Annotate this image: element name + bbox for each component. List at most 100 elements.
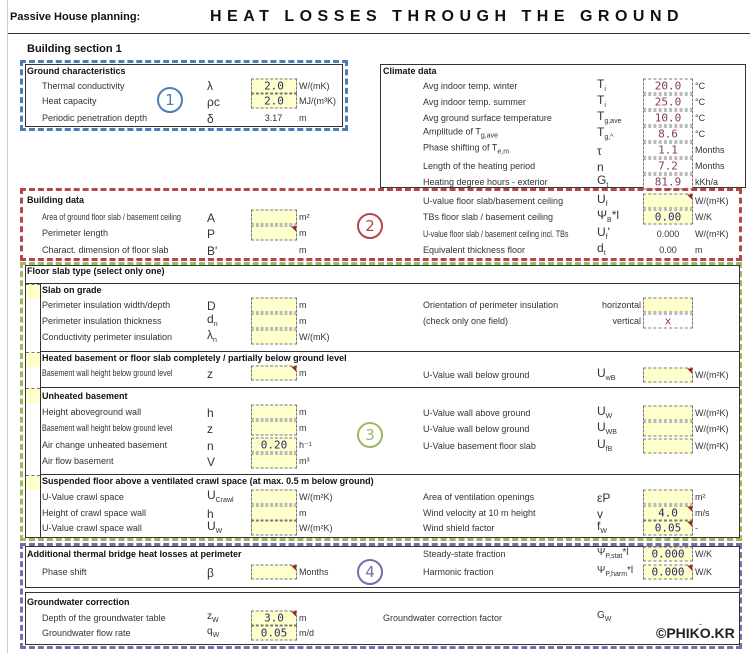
- building-highlight: [20, 188, 742, 261]
- thermal-conductivity-input[interactable]: 2.0: [251, 78, 297, 94]
- gw-factor-value: -: [699, 619, 702, 629]
- unit: W/K: [695, 549, 712, 559]
- row-label: Charact. dimension of floor slab: [42, 245, 169, 255]
- row-label: Air flow basement: [42, 456, 114, 466]
- symbol: qW: [207, 626, 220, 639]
- marker-3: 3: [357, 422, 383, 448]
- computed-value: 0.00: [659, 245, 677, 255]
- select-unheated-basement[interactable]: [26, 388, 40, 403]
- unit: W/K: [695, 212, 712, 222]
- symbol: A: [207, 211, 216, 225]
- symbol: UfB: [597, 436, 613, 454]
- value-input[interactable]: 0.00: [643, 209, 693, 225]
- symbol: ΨP,stat*l: [597, 547, 629, 560]
- row-label: Harmonic fraction: [423, 567, 494, 577]
- value-input[interactable]: [251, 297, 297, 313]
- symbol: ΨB*l: [597, 207, 620, 225]
- value-input[interactable]: 3.0: [251, 610, 297, 626]
- unit: Months: [695, 145, 725, 155]
- unit: W/(m²K): [695, 370, 729, 380]
- row-label: U-Value crawl space wall: [42, 523, 142, 533]
- marker-1: 1: [157, 87, 183, 113]
- value-input[interactable]: 1.1: [643, 142, 693, 158]
- select-slab-on-grade[interactable]: [26, 284, 40, 299]
- value-input[interactable]: [251, 505, 297, 521]
- symbol: UCrawl: [207, 487, 234, 505]
- orientation-note: (check only one field): [423, 316, 509, 326]
- value-input[interactable]: 25.0: [643, 94, 693, 110]
- divider: [26, 283, 740, 284]
- value-input[interactable]: 0.20: [251, 437, 297, 453]
- row-label: Area of ground floor slab / basement cei…: [42, 212, 181, 222]
- value-input[interactable]: 4.0: [643, 505, 693, 521]
- value-input[interactable]: [251, 520, 297, 536]
- symbol: β: [207, 566, 214, 580]
- value-input[interactable]: [643, 405, 693, 421]
- select-heated-basement[interactable]: [26, 352, 40, 367]
- value-input[interactable]: [643, 489, 693, 505]
- unit: m: [299, 113, 307, 123]
- unit: m: [299, 368, 307, 378]
- unit: m/s: [695, 508, 710, 518]
- value-input[interactable]: [643, 193, 693, 209]
- row-label: U-Value wall above ground: [423, 408, 531, 418]
- vertical-checkbox[interactable]: x: [643, 313, 693, 329]
- symbol: λ: [207, 79, 213, 93]
- value-input[interactable]: [251, 365, 297, 381]
- value-input[interactable]: [251, 209, 297, 225]
- value-input[interactable]: [251, 329, 297, 345]
- value-input[interactable]: 0.05: [643, 520, 693, 536]
- value-input[interactable]: [251, 225, 297, 241]
- value-input[interactable]: 10.0: [643, 110, 693, 126]
- value-input[interactable]: [251, 564, 297, 580]
- symbol: dt: [597, 240, 606, 258]
- row-label: Area of ventilation openings: [423, 492, 535, 502]
- unit: W/(m²K): [695, 196, 729, 206]
- value-input[interactable]: 0.05: [251, 625, 297, 641]
- value-input[interactable]: [251, 489, 297, 505]
- unit: W/K: [695, 567, 712, 577]
- value-input[interactable]: 0.000: [643, 546, 693, 562]
- value-input[interactable]: 0.000: [643, 564, 693, 580]
- value-input[interactable]: [643, 367, 693, 383]
- row-label: Amplitude of Tg,ave: [423, 126, 498, 140]
- value-input[interactable]: 7.2: [643, 158, 693, 174]
- value-input[interactable]: [643, 421, 693, 437]
- vertical-label: vertical: [612, 316, 641, 326]
- symbol: λn: [207, 327, 217, 345]
- value-input[interactable]: 8.6: [643, 126, 693, 142]
- symbol: Uf: [597, 191, 608, 209]
- value-input[interactable]: [251, 453, 297, 469]
- heat-capacity-input[interactable]: 2.0: [251, 93, 297, 109]
- floor-title: Floor slab type (select only one): [27, 266, 165, 276]
- row-label: Periodic penetration depth: [42, 113, 148, 123]
- floor-highlight: [20, 262, 742, 541]
- marker-4: 4: [357, 559, 383, 585]
- symbol: zW: [207, 611, 219, 624]
- symbol: z: [207, 422, 213, 436]
- section-title: Building section 1: [27, 43, 122, 55]
- ground-highlight: [20, 60, 348, 131]
- unit: m²: [299, 212, 310, 222]
- row-label: Phase shifting of Te,m: [423, 142, 510, 156]
- symbol: Gt: [597, 172, 609, 190]
- marker-2: 2: [357, 213, 383, 239]
- value-input[interactable]: [251, 420, 297, 436]
- horizontal-checkbox[interactable]: [643, 297, 693, 313]
- symbol: UWB: [597, 419, 617, 437]
- value-input[interactable]: [251, 313, 297, 329]
- unit: m: [299, 300, 307, 310]
- select-crawl-space[interactable]: [26, 475, 40, 490]
- sheet-border: [7, 0, 8, 653]
- value-input[interactable]: [643, 438, 693, 454]
- value-input[interactable]: [251, 404, 297, 420]
- symbol: ΨP,harm*l: [597, 565, 634, 578]
- unit: MJ/(m³K): [299, 96, 336, 106]
- unit: °C: [695, 129, 706, 139]
- symbol: δ: [207, 112, 214, 126]
- row-label: Perimeter length: [42, 228, 109, 238]
- value-input[interactable]: 20.0: [643, 78, 693, 94]
- symbol: UW: [597, 403, 613, 421]
- symbol: Tg,ave: [597, 108, 622, 126]
